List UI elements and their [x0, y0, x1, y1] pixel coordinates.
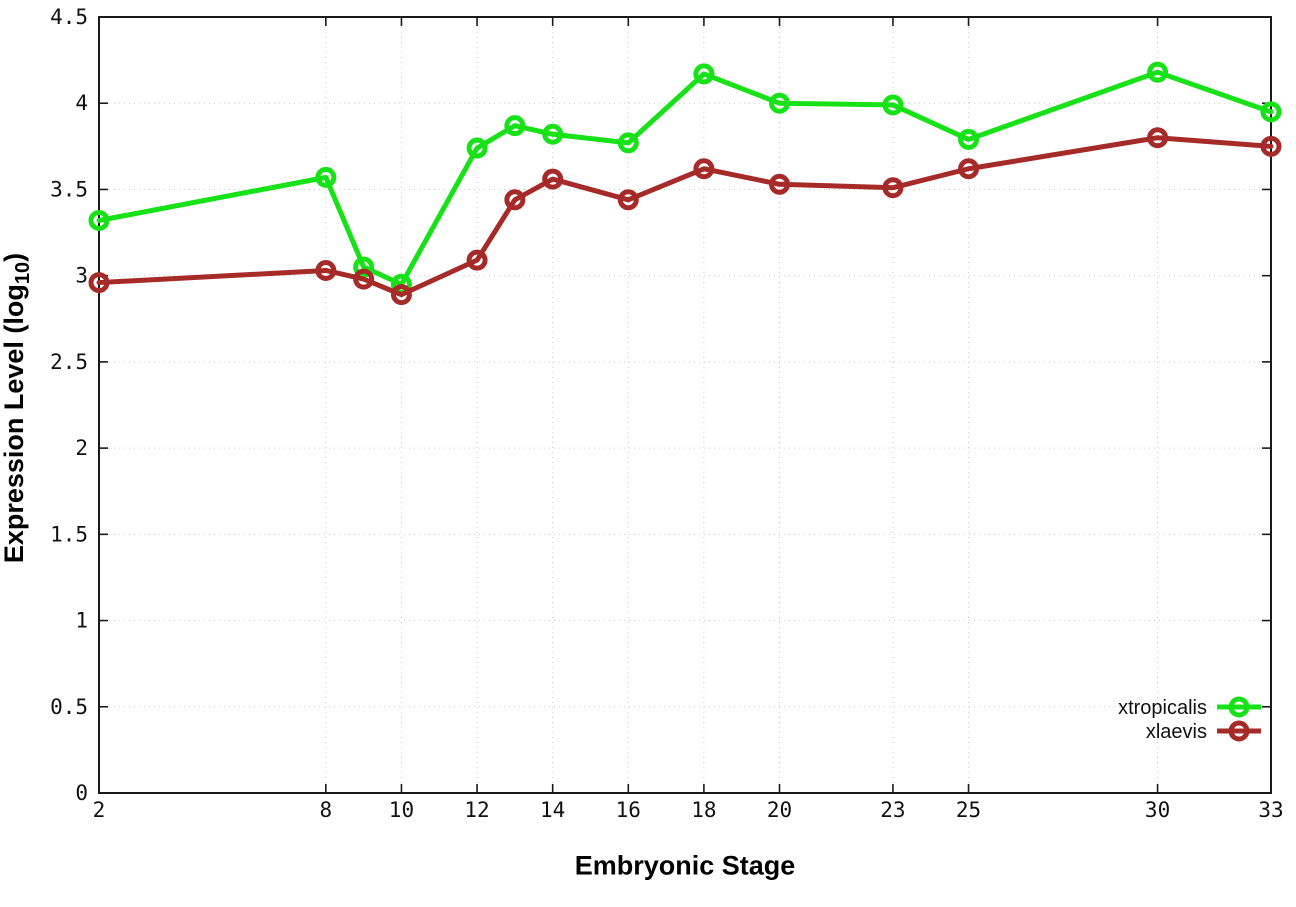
- data-point-xlaevis-stage-8: [315, 259, 337, 281]
- y-tick-label: 3.5: [50, 177, 88, 201]
- data-point-xlaevis-stage-2: [88, 272, 110, 294]
- legend-marker-xlaevis: [1228, 720, 1250, 742]
- data-point-xtropicalis-stage-23: [882, 94, 904, 116]
- data-point-xlaevis-stage-23: [882, 177, 904, 199]
- data-point-xtropicalis-stage-13: [504, 115, 526, 137]
- x-tick-label: 16: [616, 798, 641, 822]
- legend-marker-xtropicalis: [1228, 696, 1250, 718]
- y-tick-label: 2: [75, 436, 88, 460]
- data-point-xlaevis-stage-10: [390, 284, 412, 306]
- y-tick-label: 1: [75, 609, 88, 633]
- y-tick-label: 4: [75, 91, 88, 115]
- y-axis-title-suffix: ): [0, 252, 29, 262]
- x-tick-label: 25: [956, 798, 981, 822]
- y-axis-title-text: Expression Level (log: [0, 284, 29, 564]
- data-point-xlaevis-stage-30: [1147, 127, 1169, 149]
- data-point-xlaevis-stage-12: [466, 249, 488, 271]
- y-tick-label: 1.5: [50, 522, 88, 546]
- data-point-xtropicalis-stage-33: [1260, 101, 1282, 123]
- plot-border: [98, 16, 1272, 794]
- y-tick-label: 2.5: [50, 350, 88, 374]
- data-point-xtropicalis-stage-18: [693, 63, 715, 85]
- data-point-xlaevis-stage-18: [693, 158, 715, 180]
- x-tick-label: 12: [464, 798, 489, 822]
- data-point-xlaevis-stage-14: [542, 168, 564, 190]
- data-point-xlaevis-stage-33: [1260, 135, 1282, 157]
- data-point-xtropicalis-stage-16: [617, 132, 639, 154]
- data-point-xtropicalis-stage-20: [769, 92, 791, 114]
- y-tick-label: 3: [75, 264, 88, 288]
- x-tick-label: 18: [691, 798, 716, 822]
- data-point-xtropicalis-stage-8: [315, 166, 337, 188]
- x-tick-label: 10: [389, 798, 414, 822]
- series-line-xlaevis: [96, 135, 1274, 298]
- x-tick-label: 14: [540, 798, 565, 822]
- data-point-xlaevis-stage-13: [504, 189, 526, 211]
- legend-label-xtropicalis: xtropicalis: [1118, 697, 1207, 719]
- data-point-xtropicalis-stage-12: [466, 137, 488, 159]
- y-tick-label: 0: [75, 781, 88, 805]
- x-tick-label: 2: [93, 798, 106, 822]
- data-point-xlaevis-stage-25: [958, 158, 980, 180]
- x-axis-title: Embryonic Stage: [574, 850, 796, 881]
- data-point-xtropicalis-stage-30: [1147, 61, 1169, 83]
- legend-label-xlaevis: xlaevis: [1146, 721, 1207, 743]
- x-tick-label: 8: [320, 798, 333, 822]
- y-axis-title: Expression Level (log10): [0, 253, 35, 563]
- x-tick-label: 23: [880, 798, 905, 822]
- data-point-xtropicalis-stage-2: [88, 209, 110, 231]
- x-tick-label: 20: [767, 798, 792, 822]
- data-point-xlaevis-stage-20: [769, 173, 791, 195]
- data-point-xtropicalis-stage-9: [353, 256, 375, 278]
- data-point-xtropicalis-stage-14: [542, 123, 564, 145]
- y-tick-label: 0.5: [50, 695, 88, 719]
- data-point-xlaevis-stage-16: [617, 189, 639, 211]
- x-tick-label: 33: [1258, 798, 1283, 822]
- data-point-xtropicalis-stage-25: [958, 128, 980, 150]
- data-point-xlaevis-stage-9: [353, 268, 375, 290]
- y-axis-title-subscript: 10: [12, 261, 35, 285]
- x-tick-label: 30: [1145, 798, 1170, 822]
- y-tick-label: 4.5: [50, 5, 88, 29]
